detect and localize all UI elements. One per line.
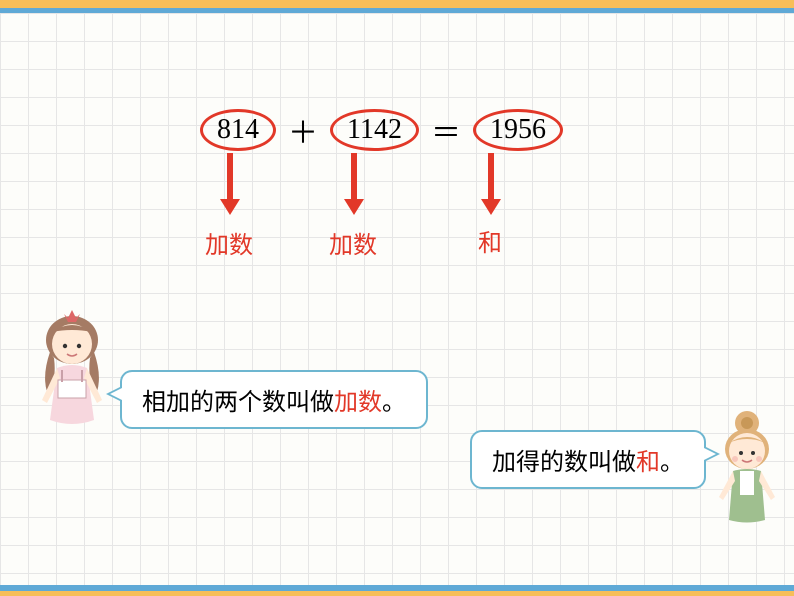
equation: 814 ＋ 1142 ＝ 1956	[200, 108, 563, 152]
label-addend-1: 加数	[205, 225, 253, 260]
speech1-suffix: 。	[382, 390, 406, 416]
speech2-highlight: 和	[636, 450, 660, 476]
term-result: 1956	[473, 109, 563, 151]
label-addend-2: 加数	[329, 225, 377, 260]
speech-bubble-1: 相加的两个数叫做加数。	[120, 370, 428, 429]
term-1: 814	[200, 109, 276, 151]
speech2-suffix: 。	[660, 450, 684, 476]
top-orange-bar	[0, 0, 794, 8]
label-sum: 和	[478, 223, 502, 258]
arrow-1	[227, 153, 233, 201]
arrow-3	[488, 153, 494, 201]
girl-character-1	[22, 300, 122, 430]
term-2: 1142	[330, 109, 419, 151]
speech1-prefix: 相加的两个数叫做	[142, 390, 334, 416]
girl-character-2	[705, 405, 790, 525]
top-blue-bar	[0, 8, 794, 13]
bottom-orange-bar	[0, 591, 794, 596]
speech2-prefix: 加得的数叫做	[492, 450, 636, 476]
operator-plus: ＋	[288, 108, 318, 152]
operator-equals: ＝	[431, 108, 461, 152]
speech-bubble-2: 加得的数叫做和。	[470, 430, 706, 489]
grid-background	[0, 13, 794, 585]
arrow-2	[351, 153, 357, 201]
speech1-highlight: 加数	[334, 390, 382, 416]
